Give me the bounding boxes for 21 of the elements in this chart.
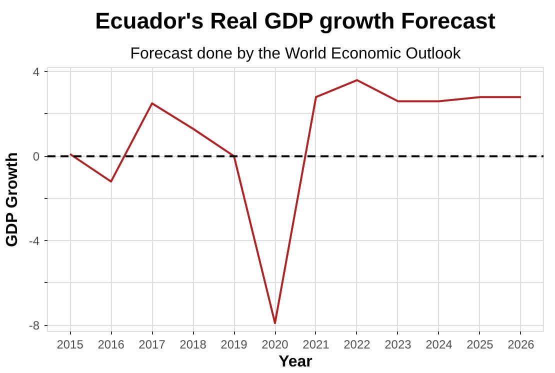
x-axis-title: Year <box>278 354 312 370</box>
chart-subtitle: Forecast done by the World Economic Outlook <box>130 46 462 62</box>
x-tick-label: 2018 <box>180 338 207 352</box>
x-tick-label: 2016 <box>98 338 125 352</box>
y-tick-label: -8 <box>28 318 40 333</box>
y-tick-label: 4 <box>32 65 40 80</box>
line-series <box>69 79 522 324</box>
x-tick-label: 2025 <box>466 338 494 352</box>
x-tick-label: 2017 <box>138 338 166 352</box>
chart-title: Ecuador's Real GDP growth Forecast <box>95 8 496 34</box>
x-tick-label: 2026 <box>508 338 535 352</box>
y-tick-label: 0 <box>32 150 40 164</box>
x-tick-label: 2019 <box>220 338 248 352</box>
y-axis-title: GDP Growth <box>4 152 21 248</box>
x-tick-label: 2023 <box>384 338 412 352</box>
x-tick-label: 2021 <box>302 338 330 352</box>
x-tick-label: 2015 <box>56 338 84 352</box>
y-tick-label: -4 <box>28 234 40 248</box>
x-tick-label: 2022 <box>344 338 371 352</box>
x-tick-label: 2024 <box>426 338 453 352</box>
x-tick-label: 2020 <box>262 338 289 352</box>
